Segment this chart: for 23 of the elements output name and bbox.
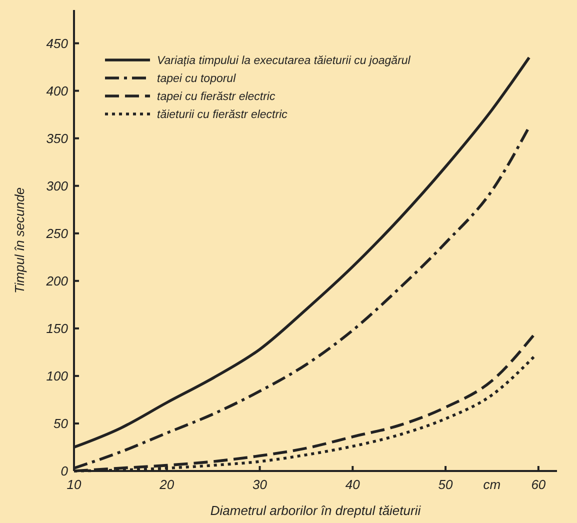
- y-tick-label: 350: [46, 130, 69, 146]
- legend-label: tăieturii cu fierăstr electric: [157, 109, 288, 122]
- y-tick-label: 300: [46, 178, 69, 194]
- y-tick-label: 200: [45, 273, 69, 288]
- y-tick-label: 100: [46, 368, 69, 384]
- y-tick-label: 0: [60, 464, 69, 479]
- y-tick-label: 50: [54, 416, 69, 432]
- y-tick-label: 400: [46, 83, 69, 98]
- legend-label: Variația timpului la executarea tăieturii cu joagărul: [157, 55, 411, 68]
- y-tick-label: 150: [46, 320, 69, 336]
- y-tick-label: 250: [45, 226, 69, 241]
- legend-label: tapei cu fierăstr electric: [157, 91, 276, 104]
- x-tick-label: 40: [345, 477, 361, 492]
- x-tick-label: 50: [438, 477, 454, 492]
- x-axis-title: Diametrul arborilor în dreptul tăieturii: [210, 503, 422, 518]
- x-tick-label: 60: [531, 477, 546, 492]
- y-tick-label: 450: [46, 36, 69, 51]
- text: cm: [483, 477, 501, 492]
- legend-label: tapei cu toporul: [157, 73, 236, 86]
- x-tick-label: 30: [252, 477, 268, 492]
- x-tick-label: 20: [158, 477, 175, 492]
- y-axis-title: Timpul în secunde: [12, 187, 27, 294]
- x-tick-label: 10: [66, 477, 82, 492]
